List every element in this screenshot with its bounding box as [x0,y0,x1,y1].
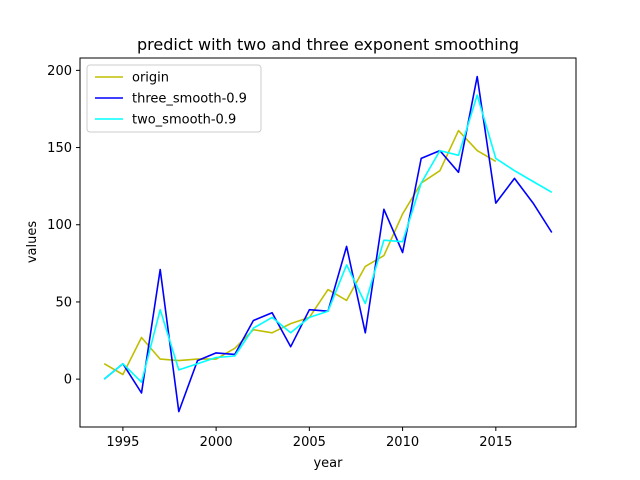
x-tick-label-4: 2015 [479,435,512,450]
legend-label-2: two_smooth-0.9 [132,113,236,128]
y-tick-label-1: 50 [55,295,72,310]
y-tick-label-2: 100 [47,218,72,233]
y-tick-label-3: 150 [47,141,72,156]
chart-title: predict with two and three exponent smoo… [137,35,519,54]
legend: origin three_smooth-0.9 two_smooth-0.9 [86,64,262,133]
x-axis: 1995 2000 2005 2010 2015 [106,427,512,450]
x-axis-label: year [313,456,343,471]
y-axis: 0 50 100 150 200 [47,64,80,388]
legend-label-0: origin [132,71,169,86]
y-tick-label-0: 0 [64,373,72,388]
legend-box [86,64,262,133]
x-tick-label-1: 2000 [200,435,233,450]
x-tick-label-0: 1995 [106,435,139,450]
plot-frame [79,57,577,428]
x-tick-label-2: 2005 [293,435,326,450]
y-axis-label: values [25,221,40,264]
legend-label-1: three_smooth-0.9 [132,92,247,107]
x-tick-label-3: 2010 [386,435,419,450]
y-tick-label-4: 200 [47,64,72,79]
series-line-2 [103,94,553,384]
series-layer [103,75,553,413]
series-line-0 [103,129,497,376]
